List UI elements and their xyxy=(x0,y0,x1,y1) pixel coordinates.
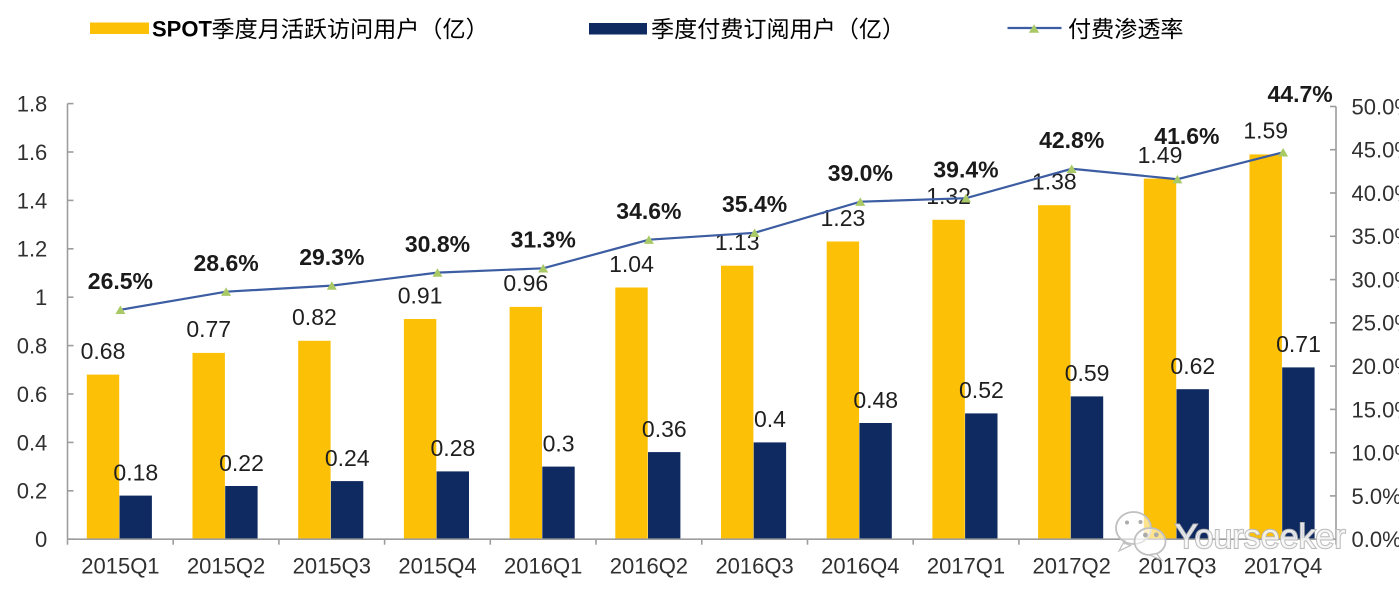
svg-text:0.28: 0.28 xyxy=(431,435,476,461)
svg-text:35.4%: 35.4% xyxy=(722,191,787,217)
svg-text:1.32: 1.32 xyxy=(926,183,971,209)
svg-text:0.3: 0.3 xyxy=(543,430,575,456)
svg-text:1.23: 1.23 xyxy=(821,205,866,231)
svg-text:1: 1 xyxy=(35,285,47,310)
svg-text:0.59: 0.59 xyxy=(1065,360,1110,386)
svg-text:1.4: 1.4 xyxy=(17,188,48,213)
svg-text:29.3%: 29.3% xyxy=(299,244,364,270)
svg-text:0.91: 0.91 xyxy=(398,282,443,308)
svg-text:5.0%: 5.0% xyxy=(1352,484,1399,509)
svg-text:41.6%: 41.6% xyxy=(1154,123,1219,149)
svg-text:1.6: 1.6 xyxy=(17,140,48,165)
svg-text:0.8: 0.8 xyxy=(17,334,48,359)
svg-text:2015Q2: 2015Q2 xyxy=(187,554,265,579)
svg-text:10.0%: 10.0% xyxy=(1352,441,1399,466)
svg-text:40.0%: 40.0% xyxy=(1352,181,1399,206)
svg-text:25.0%: 25.0% xyxy=(1352,311,1399,336)
svg-text:2017Q2: 2017Q2 xyxy=(1033,554,1111,579)
svg-text:0.77: 0.77 xyxy=(186,316,231,342)
svg-text:2017Q3: 2017Q3 xyxy=(1138,554,1216,579)
svg-text:0.62: 0.62 xyxy=(1170,353,1215,379)
svg-text:Yourseeker: Yourseeker xyxy=(1175,518,1346,556)
svg-text:0: 0 xyxy=(35,527,47,552)
svg-text:1.2: 1.2 xyxy=(17,237,48,262)
svg-text:34.6%: 34.6% xyxy=(616,198,681,224)
svg-text:2015Q3: 2015Q3 xyxy=(293,554,371,579)
svg-text:45.0%: 45.0% xyxy=(1352,138,1399,163)
svg-text:0.4: 0.4 xyxy=(754,406,786,432)
svg-text:0.48: 0.48 xyxy=(853,387,898,413)
svg-text:0.71: 0.71 xyxy=(1276,331,1321,357)
svg-text:2016Q1: 2016Q1 xyxy=(504,554,582,579)
svg-text:0.68: 0.68 xyxy=(81,338,126,364)
svg-text:2015Q4: 2015Q4 xyxy=(398,554,476,579)
svg-text:28.6%: 28.6% xyxy=(193,250,258,276)
svg-text:26.5%: 26.5% xyxy=(88,268,153,294)
svg-text:44.7%: 44.7% xyxy=(1267,81,1332,107)
svg-text:1.04: 1.04 xyxy=(609,251,654,277)
svg-text:2016Q2: 2016Q2 xyxy=(610,554,688,579)
svg-text:2016Q3: 2016Q3 xyxy=(715,554,793,579)
svg-text:0.2: 0.2 xyxy=(17,479,48,504)
svg-text:2016Q4: 2016Q4 xyxy=(821,554,899,579)
svg-text:0.6: 0.6 xyxy=(17,382,48,407)
svg-text:50.0%: 50.0% xyxy=(1352,94,1399,119)
svg-text:30.0%: 30.0% xyxy=(1352,268,1399,293)
svg-text:0.18: 0.18 xyxy=(113,459,158,485)
svg-text:SPOT: SPOT xyxy=(152,17,212,42)
svg-text:1.59: 1.59 xyxy=(1243,118,1288,144)
svg-text:30.8%: 30.8% xyxy=(405,231,470,257)
svg-text:2017Q1: 2017Q1 xyxy=(927,554,1005,579)
svg-text:15.0%: 15.0% xyxy=(1352,397,1399,422)
svg-text:0.24: 0.24 xyxy=(325,445,370,471)
svg-text:35.0%: 35.0% xyxy=(1352,224,1399,249)
svg-text:0.82: 0.82 xyxy=(292,304,337,330)
svg-text:31.3%: 31.3% xyxy=(511,227,576,253)
svg-text:0.36: 0.36 xyxy=(642,416,687,442)
svg-text:20.0%: 20.0% xyxy=(1352,354,1399,379)
svg-text:0.96: 0.96 xyxy=(503,270,548,296)
svg-text:0.52: 0.52 xyxy=(959,377,1004,403)
svg-text:42.8%: 42.8% xyxy=(1039,127,1104,153)
svg-text:0.4: 0.4 xyxy=(17,430,48,455)
svg-text:2017Q4: 2017Q4 xyxy=(1244,554,1322,579)
svg-text:0.22: 0.22 xyxy=(219,450,264,476)
svg-text:2015Q1: 2015Q1 xyxy=(81,554,159,579)
svg-text:1.8: 1.8 xyxy=(17,92,48,117)
svg-text:39.0%: 39.0% xyxy=(828,160,893,186)
svg-text:39.4%: 39.4% xyxy=(933,157,998,183)
svg-text:0.0%: 0.0% xyxy=(1352,527,1399,552)
